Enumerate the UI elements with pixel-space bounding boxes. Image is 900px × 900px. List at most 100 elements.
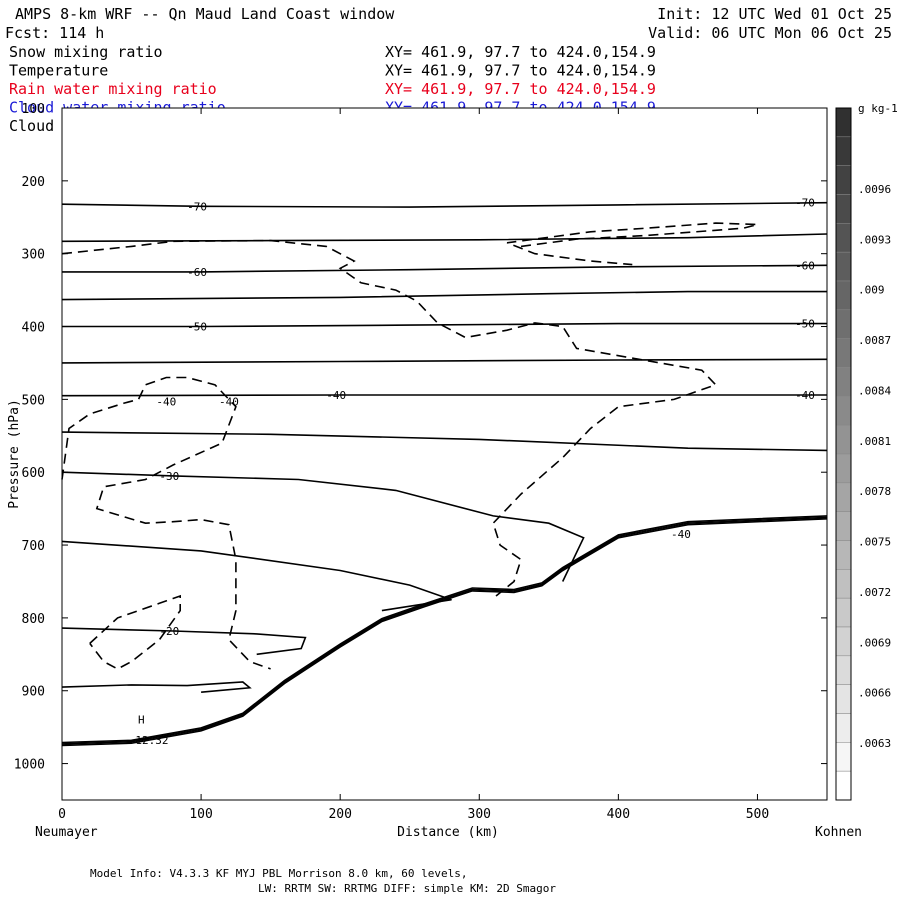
colorbar-swatch: [835, 540, 852, 570]
colorbar-swatch: [835, 713, 852, 743]
colorbar-swatch: [835, 309, 852, 339]
x-axis-label: Distance (km): [397, 825, 499, 840]
colorbar-tick-label: .009: [858, 284, 885, 297]
colorbar-tick-label: .0084: [858, 384, 891, 397]
x-tick-label: 100: [189, 807, 212, 822]
temperature-contour-line: [61, 290, 827, 301]
contour-label: -60: [187, 266, 207, 279]
colorbar-tick-label: .0063: [858, 737, 891, 750]
temperature-contour-line: [61, 233, 828, 243]
colorbar-swatch: [835, 424, 852, 455]
valid-time: Valid: 06 UTC Mon 06 Oct 25: [648, 24, 892, 42]
temperature-contour-line: [61, 201, 828, 208]
snow-ratio-contour: [506, 222, 758, 266]
colorbar-swatch: [835, 367, 852, 397]
temperature-contour-line: [61, 627, 307, 656]
snow-ratio-contour: [89, 594, 181, 670]
colorbar-swatch: [835, 251, 852, 282]
contour-label: -40: [326, 389, 346, 402]
x-axis-ticks: 0 100 200 300 400 500: [58, 108, 769, 822]
field-name: Snow mixing ratio: [9, 43, 163, 61]
x-tick-label: 0: [58, 807, 66, 822]
colorbar-tick-label: .0069: [858, 636, 891, 649]
colorbar-swatch: [835, 223, 852, 253]
colorbar-tick-label: .0081: [858, 435, 891, 448]
y-tick-label: 200: [22, 175, 45, 190]
contour-label: -20: [159, 625, 179, 638]
plot-frame: [61, 107, 828, 801]
terrain-line: [61, 516, 828, 745]
colorbar-swatch: [835, 684, 852, 714]
colorbar-swatch: [835, 136, 852, 166]
contour-label: -40: [795, 389, 815, 402]
temperature-contour-line: [61, 358, 828, 364]
x-tick-label: 200: [328, 807, 351, 822]
x-tick-label: 400: [607, 807, 630, 822]
x-right-endpoint: Kohnen: [815, 825, 862, 840]
x-tick-label: 500: [746, 807, 769, 822]
model-info-line2: LW: RRTM SW: RRTMG DIFF: simple KM: 2D S…: [258, 882, 556, 895]
y-tick-label: 900: [22, 685, 45, 700]
figure-title: AMPS 8-km WRF -- Qn Maud Land Coast wind…: [15, 5, 395, 23]
field-xy: XY= 461.9, 97.7 to 424.0,154.9: [385, 43, 656, 61]
y-tick-label: 700: [22, 539, 45, 554]
y-tick-label: 500: [22, 393, 45, 408]
contour-label: -70: [187, 200, 207, 213]
terrain-contour: -12.32 H: [61, 515, 828, 747]
colorbar-swatch: [835, 396, 852, 426]
colorbar-tick-label: .0072: [858, 586, 891, 599]
y-tick-label: 400: [22, 321, 45, 336]
field-xy: XY= 461.9, 97.7 to 424.0,154.9: [385, 80, 656, 98]
colorbar-swatch: [835, 569, 852, 599]
field-xy: XY= 461.9, 97.7 to 424.0,154.9: [385, 62, 656, 80]
contour-label: -40: [671, 528, 691, 541]
contour-label: -50: [187, 321, 207, 334]
temperature-contour-line: [62, 264, 828, 273]
init-time: Init: 12 UTC Wed 01 Oct 25: [657, 5, 892, 23]
contour-label: -70: [795, 197, 815, 210]
colorbar-swatch: [835, 482, 852, 512]
y-tick-label: 800: [22, 612, 45, 627]
colorbar-swatch: [835, 626, 852, 657]
terrain-line: [61, 515, 828, 744]
temperature-contour-line: [62, 322, 827, 328]
colorbar-tick-label: .0075: [858, 536, 891, 549]
y-tick-label: 1000: [14, 758, 45, 773]
colorbar-unit: g kg-1: [858, 102, 898, 115]
forecast-hour: Fcst: 114 h: [5, 24, 104, 42]
dashed-contour-label: -40: [156, 396, 176, 409]
colorbar-swatch: [835, 280, 852, 311]
colorbar-tick-label: .0078: [858, 485, 891, 498]
snow-ratio-dashed-contours: -40 -40 -40: [61, 222, 758, 670]
terrain-min-label: -12.32: [129, 734, 169, 747]
temperature-contour-line: [61, 681, 252, 693]
y-tick-label: 300: [22, 248, 45, 263]
y-axis-ticks: 100 200 300 400 500 600 700 800 900 1000: [14, 102, 827, 773]
temperature-contour-line: [61, 471, 585, 582]
temperature-contour-line: [61, 394, 827, 397]
contour-label: -50: [795, 318, 815, 331]
y-axis-label: Pressure (hPa): [7, 399, 22, 509]
colorbar-swatch: [835, 453, 852, 484]
colorbar-swatch: [835, 770, 852, 801]
colorbar-swatch: [835, 165, 852, 195]
colorbar-swatch: [835, 742, 852, 772]
colorbar-tick-label: .0096: [858, 183, 891, 196]
temperature-contour-line: [61, 431, 828, 452]
field-name: Temperature: [9, 62, 108, 80]
contour-label: -60: [795, 259, 815, 272]
colorbar-swatch: [835, 597, 852, 628]
terrain-line: [61, 518, 828, 747]
model-info-line1: Model Info: V4.3.3 KF MYJ PBL Morrison 8…: [90, 867, 468, 880]
colorbar-tick-label: .0087: [858, 334, 891, 347]
colorbar-tick-label: .0066: [858, 687, 891, 700]
x-left-endpoint: Neumayer: [35, 825, 98, 840]
colorbar-swatch: [835, 511, 852, 541]
snow-ratio-contour: [61, 376, 271, 670]
y-tick-label: 100: [22, 102, 45, 117]
colorbar-swatch: [835, 194, 852, 224]
temperature-contours: -70 -70 -60 -60 -50 -50 -40 -40 -30 -20: [61, 197, 828, 693]
contour-label: -30: [159, 470, 179, 483]
colorbar-tick-label: .0093: [858, 233, 891, 246]
